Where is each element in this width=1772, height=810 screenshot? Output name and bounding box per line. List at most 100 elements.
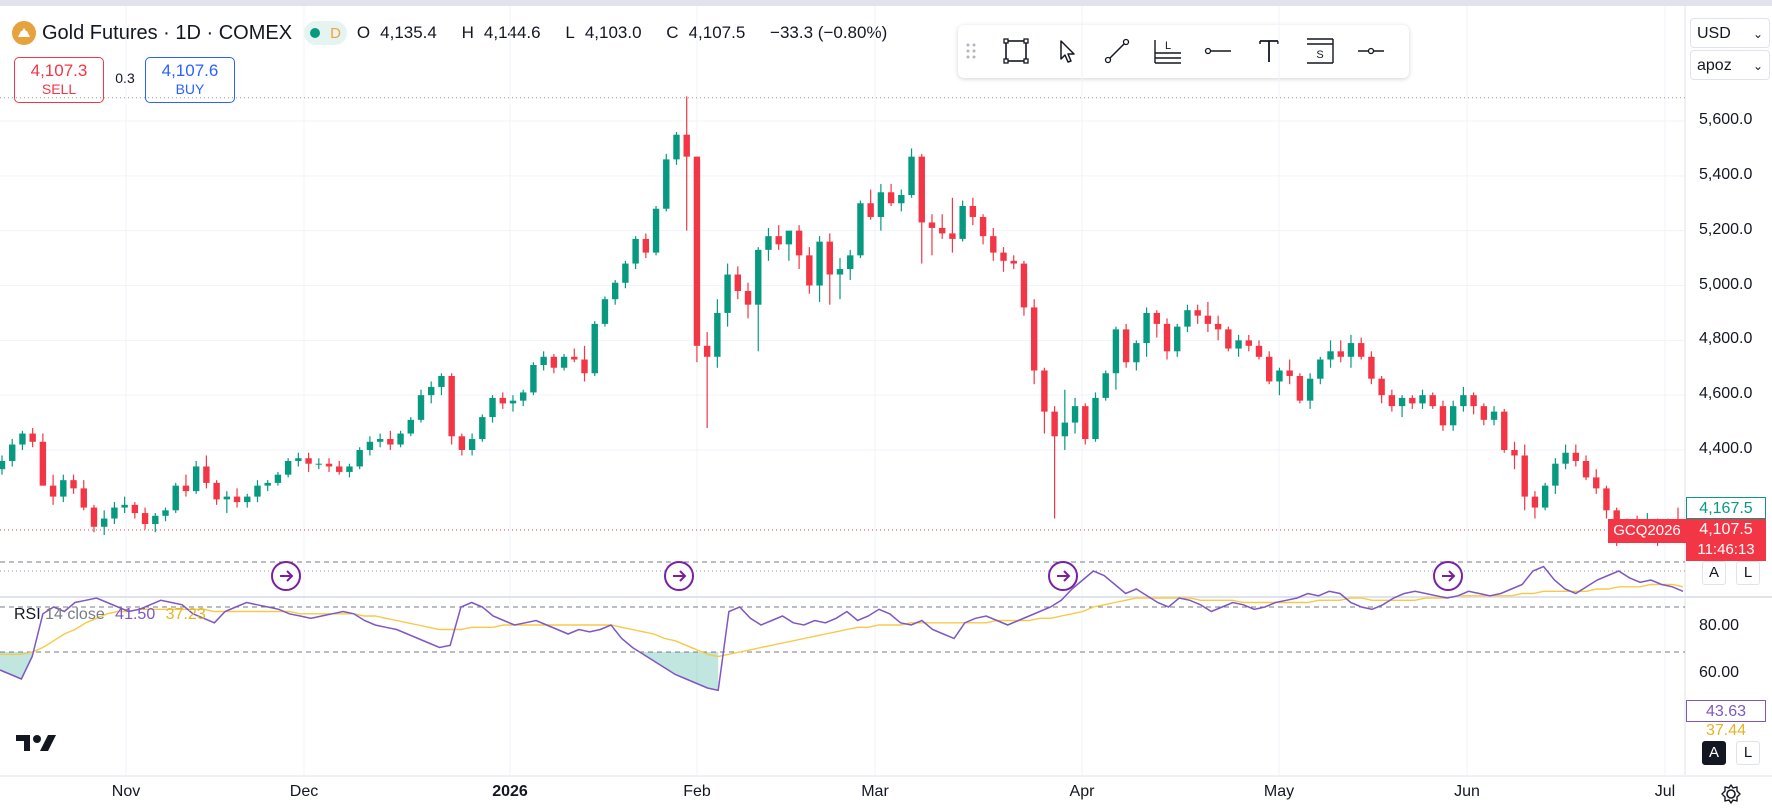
candle-body (366, 441, 374, 450)
candle-body (1317, 359, 1324, 379)
price-axis-tick: 5,600.0 (1699, 111, 1753, 128)
rsi-axis-tick-60: 60.00 (1699, 664, 1740, 681)
candle-body (274, 474, 282, 483)
trend-line-icon[interactable] (1102, 36, 1132, 66)
candle-body (1051, 411, 1058, 437)
candle-body (1511, 450, 1518, 456)
candle-body (479, 417, 486, 440)
rsi-log-scale-button[interactable]: L (1736, 741, 1760, 765)
horizontal-ray-icon[interactable] (1203, 36, 1233, 66)
candle-body (1225, 329, 1232, 349)
change-value: −33.3 (−0.80%) (770, 23, 888, 42)
candle-body (1245, 340, 1252, 346)
candle-body (244, 496, 251, 503)
candle-body (1092, 397, 1099, 440)
candle-body (1214, 323, 1222, 330)
candle-body (898, 195, 905, 204)
candle-body (223, 496, 231, 500)
candle-body (519, 392, 527, 401)
candle-body (918, 156, 925, 223)
long-position-icon[interactable]: L (1153, 36, 1183, 66)
candle-body (264, 482, 271, 486)
low-value: 4,103.0 (584, 23, 642, 42)
sell-button[interactable]: 4,107.3 SELL (14, 57, 104, 103)
text-tool-icon[interactable] (1254, 36, 1284, 66)
candle-body (1470, 395, 1477, 407)
cursor-arrow-icon[interactable] (1052, 36, 1082, 66)
tradingview-logo-icon[interactable] (16, 733, 60, 753)
settings-gear-icon[interactable] (1720, 783, 1742, 805)
short-position-icon[interactable]: S (1305, 36, 1335, 66)
candle-body (192, 466, 200, 492)
drag-handle-icon[interactable] (964, 36, 978, 66)
rsi-overbought-fill (643, 652, 719, 691)
candle-body (1409, 397, 1416, 404)
long-position-letter: L (1165, 40, 1171, 52)
rsi-ma-value: 37.23 (165, 606, 206, 623)
candle-body (1480, 406, 1488, 420)
auto-scale-button[interactable]: A (1702, 561, 1726, 585)
candle-body (1552, 463, 1559, 486)
sell-label: SELL (41, 81, 77, 97)
low-key: L (565, 23, 575, 42)
time-label-dec: Dec (289, 783, 319, 800)
symbol-legend[interactable]: Gold Futures · 1D · COMEX D O 4,135.4 H 4,… (12, 20, 897, 46)
rsi-value: 41.50 (115, 606, 156, 623)
symbol-title[interactable]: Gold Futures · 1D · COMEX (42, 21, 293, 44)
candle-body (540, 356, 547, 366)
select-box-icon[interactable] (1001, 36, 1031, 66)
candle-body (826, 241, 833, 275)
buy-button[interactable]: 4,107.6 BUY (145, 57, 235, 103)
candle-body (284, 460, 292, 475)
event-marker-icon (271, 561, 301, 591)
spread-value: 0.3 (115, 70, 135, 86)
candle-body (816, 241, 823, 286)
rsi-params: 14 close (45, 606, 105, 623)
time-label-jul: Jul (1654, 783, 1676, 800)
candle-body (1266, 356, 1273, 382)
candle-body (203, 466, 210, 483)
scale-mode-select[interactable]: apoz ⌄ (1690, 50, 1770, 80)
horizontal-line-icon[interactable] (1356, 36, 1386, 66)
candle-body (1327, 351, 1334, 360)
candle-body (1041, 370, 1048, 412)
sell-price: 4,107.3 (30, 61, 88, 80)
candle-body (509, 400, 517, 404)
candle-body (1163, 323, 1171, 352)
market-status-badge[interactable]: D (304, 21, 347, 45)
candle-body (663, 159, 670, 209)
rsi-auto-scale-button[interactable]: A (1702, 741, 1726, 765)
market-open-dot-icon (310, 28, 321, 38)
rsi-legend[interactable]: RSI 14 close 41.50 37.23 (14, 606, 206, 624)
event-marker-icon (664, 561, 694, 591)
candle-body (1143, 312, 1150, 344)
open-value: 4,135.4 (380, 23, 437, 42)
candle-body (591, 323, 598, 374)
log-scale-button[interactable]: L (1736, 561, 1760, 585)
candle-body (652, 208, 660, 253)
symbol-price-tag: GCQ2026 (1608, 519, 1686, 543)
candle-body (938, 227, 946, 234)
candle-body (295, 458, 302, 461)
candle-body (1398, 397, 1406, 407)
currency-select[interactable]: USD ⌄ (1690, 18, 1770, 48)
candle-body (1194, 310, 1201, 316)
candle-body (1010, 260, 1017, 264)
candle-body (1541, 485, 1549, 508)
candle-body (315, 463, 323, 465)
candle-body (703, 345, 711, 357)
time-label-jun: Jun (1454, 783, 1480, 800)
price-axis-tick: 4,800.0 (1699, 330, 1753, 348)
candle-body (39, 441, 47, 486)
price-axis-tick: 4,400.0 (1699, 440, 1753, 457)
chevron-down-icon: ⌄ (1752, 59, 1763, 73)
candle-body (1368, 356, 1375, 379)
candle-body (121, 504, 128, 508)
candle-body (1357, 343, 1365, 357)
candle-body (1306, 378, 1314, 401)
price-axis-tick: 4,600.0 (1699, 385, 1753, 403)
candle-body (949, 233, 956, 239)
candle-body (1122, 329, 1130, 363)
candle-body (744, 290, 752, 305)
